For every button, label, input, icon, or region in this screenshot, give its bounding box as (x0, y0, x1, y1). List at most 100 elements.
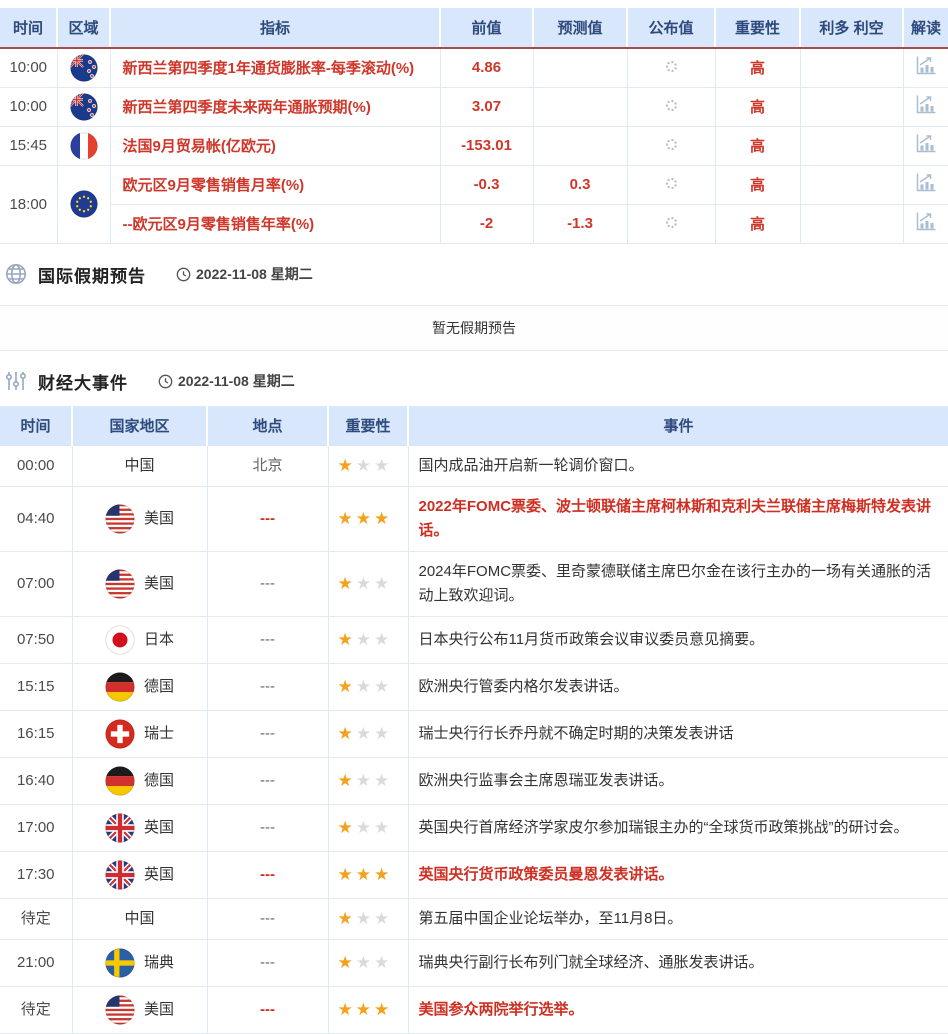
event-location: --- (206, 985, 329, 1034)
event-row: 待定 中国 --- ★★★ 第五届中国企业论坛举办，至11月8日。 (0, 897, 948, 940)
interpret-cell (902, 203, 948, 244)
event-time: 16:15 (0, 709, 73, 758)
event-row: 15:15 德国 --- ★★★ 欧洲央行管委内格尔发表讲话。 (0, 662, 948, 711)
event-time: 07:50 (0, 615, 73, 664)
country-name: 美国 (143, 1000, 174, 1018)
col-forecast: 预测值 (533, 8, 628, 49)
sliders-icon (4, 369, 28, 393)
indicator-region (56, 86, 111, 127)
importance-stars: ★★★ (327, 938, 409, 987)
importance-value: 高 (714, 47, 801, 88)
event-location: --- (206, 550, 329, 617)
star-filled-icon: ★ (355, 999, 374, 1019)
event-location: --- (206, 709, 329, 758)
country-name: 美国 (143, 574, 174, 592)
country-name: 英国 (143, 818, 174, 836)
indicator-name: 新西兰第四季度未来两年通胀预期(%) (109, 86, 441, 127)
event-location: --- (206, 850, 329, 899)
importance-stars: ★★★ (327, 485, 409, 552)
event-country: 瑞士 (71, 709, 208, 758)
event-text: 日本央行公布11月货币政策会议审议委员意见摘要。 (407, 615, 948, 664)
event-text: 第五届中国企业论坛举办，至11月8日。 (407, 897, 948, 940)
published-value (626, 203, 716, 244)
event-row: 21:00 瑞典 --- ★★★ 瑞典央行副行长布列门就全球经济、通胀发表讲话。 (0, 938, 948, 987)
country-name: 中国 (124, 909, 155, 927)
country-name: 瑞典 (143, 953, 174, 971)
indicator-table-header: 时间 区域 指标 前值 预测值 公布值 重要性 利多 利空 解读 (0, 8, 948, 49)
event-text: 国内成品油开启新一轮调价窗口。 (407, 444, 948, 487)
star-filled-icon: ★ (337, 508, 356, 528)
star-filled-icon: ★ (337, 770, 356, 790)
holiday-date: 2022-11-08 星期二 (176, 264, 313, 284)
event-row: 07:00 美国 --- ★★★ 2024年FOMC票委、里奇蒙德联储主席巴尔金在该行… (0, 550, 948, 617)
chart-icon[interactable] (915, 172, 937, 193)
event-country: 英国 (71, 850, 208, 899)
flag-jp-icon (105, 624, 135, 655)
col-indicator: 指标 (110, 8, 441, 49)
event-country: 德国 (71, 756, 208, 805)
col-published: 公布值 (627, 8, 716, 49)
event-text: 英国央行首席经济学家皮尔参加瑞银主办的“全球货币政策挑战”的研讨会。 (407, 803, 948, 852)
flag-se-icon (105, 947, 135, 978)
bull-bear-cell (799, 86, 904, 127)
loading-spinner-icon (665, 61, 677, 73)
event-location: --- (206, 615, 329, 664)
event-text: 瑞士央行行长乔丹就不确定时期的决策发表讲话 (407, 709, 948, 758)
interpret-cell (902, 47, 948, 88)
importance-stars: ★★★ (327, 756, 409, 805)
star-filled-icon: ★ (337, 952, 356, 972)
flag-us-icon (105, 994, 135, 1025)
star-empty-icon: ★ (374, 723, 393, 743)
events-section-title: 财经大事件 (38, 373, 128, 393)
star-empty-icon: ★ (355, 770, 374, 790)
star-empty-icon: ★ (374, 573, 393, 593)
indicator-table-body: 10:00 新西兰第四季度1年通货膨胀率-每季滚动(%) 4.86 高 10:00 … (0, 47, 948, 244)
star-empty-icon: ★ (355, 455, 374, 475)
event-text: 2022年FOMC票委、波士顿联储主席柯林斯和克利夫兰联储主席梅斯特发表讲话。 (407, 485, 948, 552)
star-filled-icon: ★ (355, 508, 374, 528)
event-row: 17:30 英国 --- ★★★ 英国央行货币政策委员曼恩发表讲话。 (0, 850, 948, 899)
event-location: --- (206, 485, 329, 552)
flag-gb-icon (105, 812, 135, 843)
loading-spinner-icon (665, 178, 677, 189)
chart-icon[interactable] (915, 133, 937, 154)
event-text: 美国参众两院举行选举。 (407, 985, 948, 1034)
event-row: 待定 美国 --- ★★★ 美国参众两院举行选举。 (0, 985, 948, 1034)
event-time: 待定 (0, 985, 73, 1034)
forecast-value: 0.3 (532, 164, 628, 205)
bull-bear-cell (799, 164, 904, 205)
interpret-cell (902, 164, 948, 205)
importance-value: 高 (714, 125, 801, 166)
chart-icon[interactable] (915, 94, 937, 115)
col-importance: 重要性 (715, 8, 801, 49)
star-empty-icon: ★ (374, 455, 393, 475)
event-country: 日本 (71, 615, 208, 664)
event-row: 16:15 瑞士 --- ★★★ 瑞士央行行长乔丹就不确定时期的决策发表讲话 (0, 709, 948, 758)
loading-spinner-icon (665, 139, 677, 150)
event-time: 16:40 (0, 756, 73, 805)
no-holiday-notice: 暂无假期预告 (0, 304, 948, 351)
events-section-header: 财经大事件 2022-11-08 星期二 (0, 351, 948, 406)
event-text: 欧洲央行监事会主席恩瑞亚发表讲话。 (407, 756, 948, 805)
clock-icon (176, 267, 191, 282)
chart-icon[interactable] (915, 55, 937, 76)
col-interpret: 解读 (903, 8, 948, 49)
star-filled-icon: ★ (355, 864, 374, 884)
previous-value: -0.3 (439, 164, 534, 205)
published-value (626, 86, 716, 127)
previous-value: 3.07 (439, 86, 534, 127)
star-filled-icon: ★ (337, 817, 356, 837)
importance-stars: ★★★ (327, 850, 409, 899)
indicator-row: 10:00 新西兰第四季度1年通货膨胀率-每季滚动(%) 4.86 高 (0, 47, 948, 88)
event-country: 瑞典 (71, 938, 208, 987)
event-country: 美国 (71, 485, 208, 552)
indicator-time: 10:00 (0, 86, 58, 127)
indicator-region (56, 164, 111, 244)
event-row: 17:00 英国 --- ★★★ 英国央行首席经济学家皮尔参加瑞银主办的“全球货币政策… (0, 803, 948, 852)
star-filled-icon: ★ (337, 455, 356, 475)
event-time: 21:00 (0, 938, 73, 987)
indicator-row: 15:45 法国9月贸易帐(亿欧元) -153.01 高 (0, 125, 948, 166)
chart-icon[interactable] (915, 211, 937, 232)
event-location: --- (206, 938, 329, 987)
published-value (626, 47, 716, 88)
